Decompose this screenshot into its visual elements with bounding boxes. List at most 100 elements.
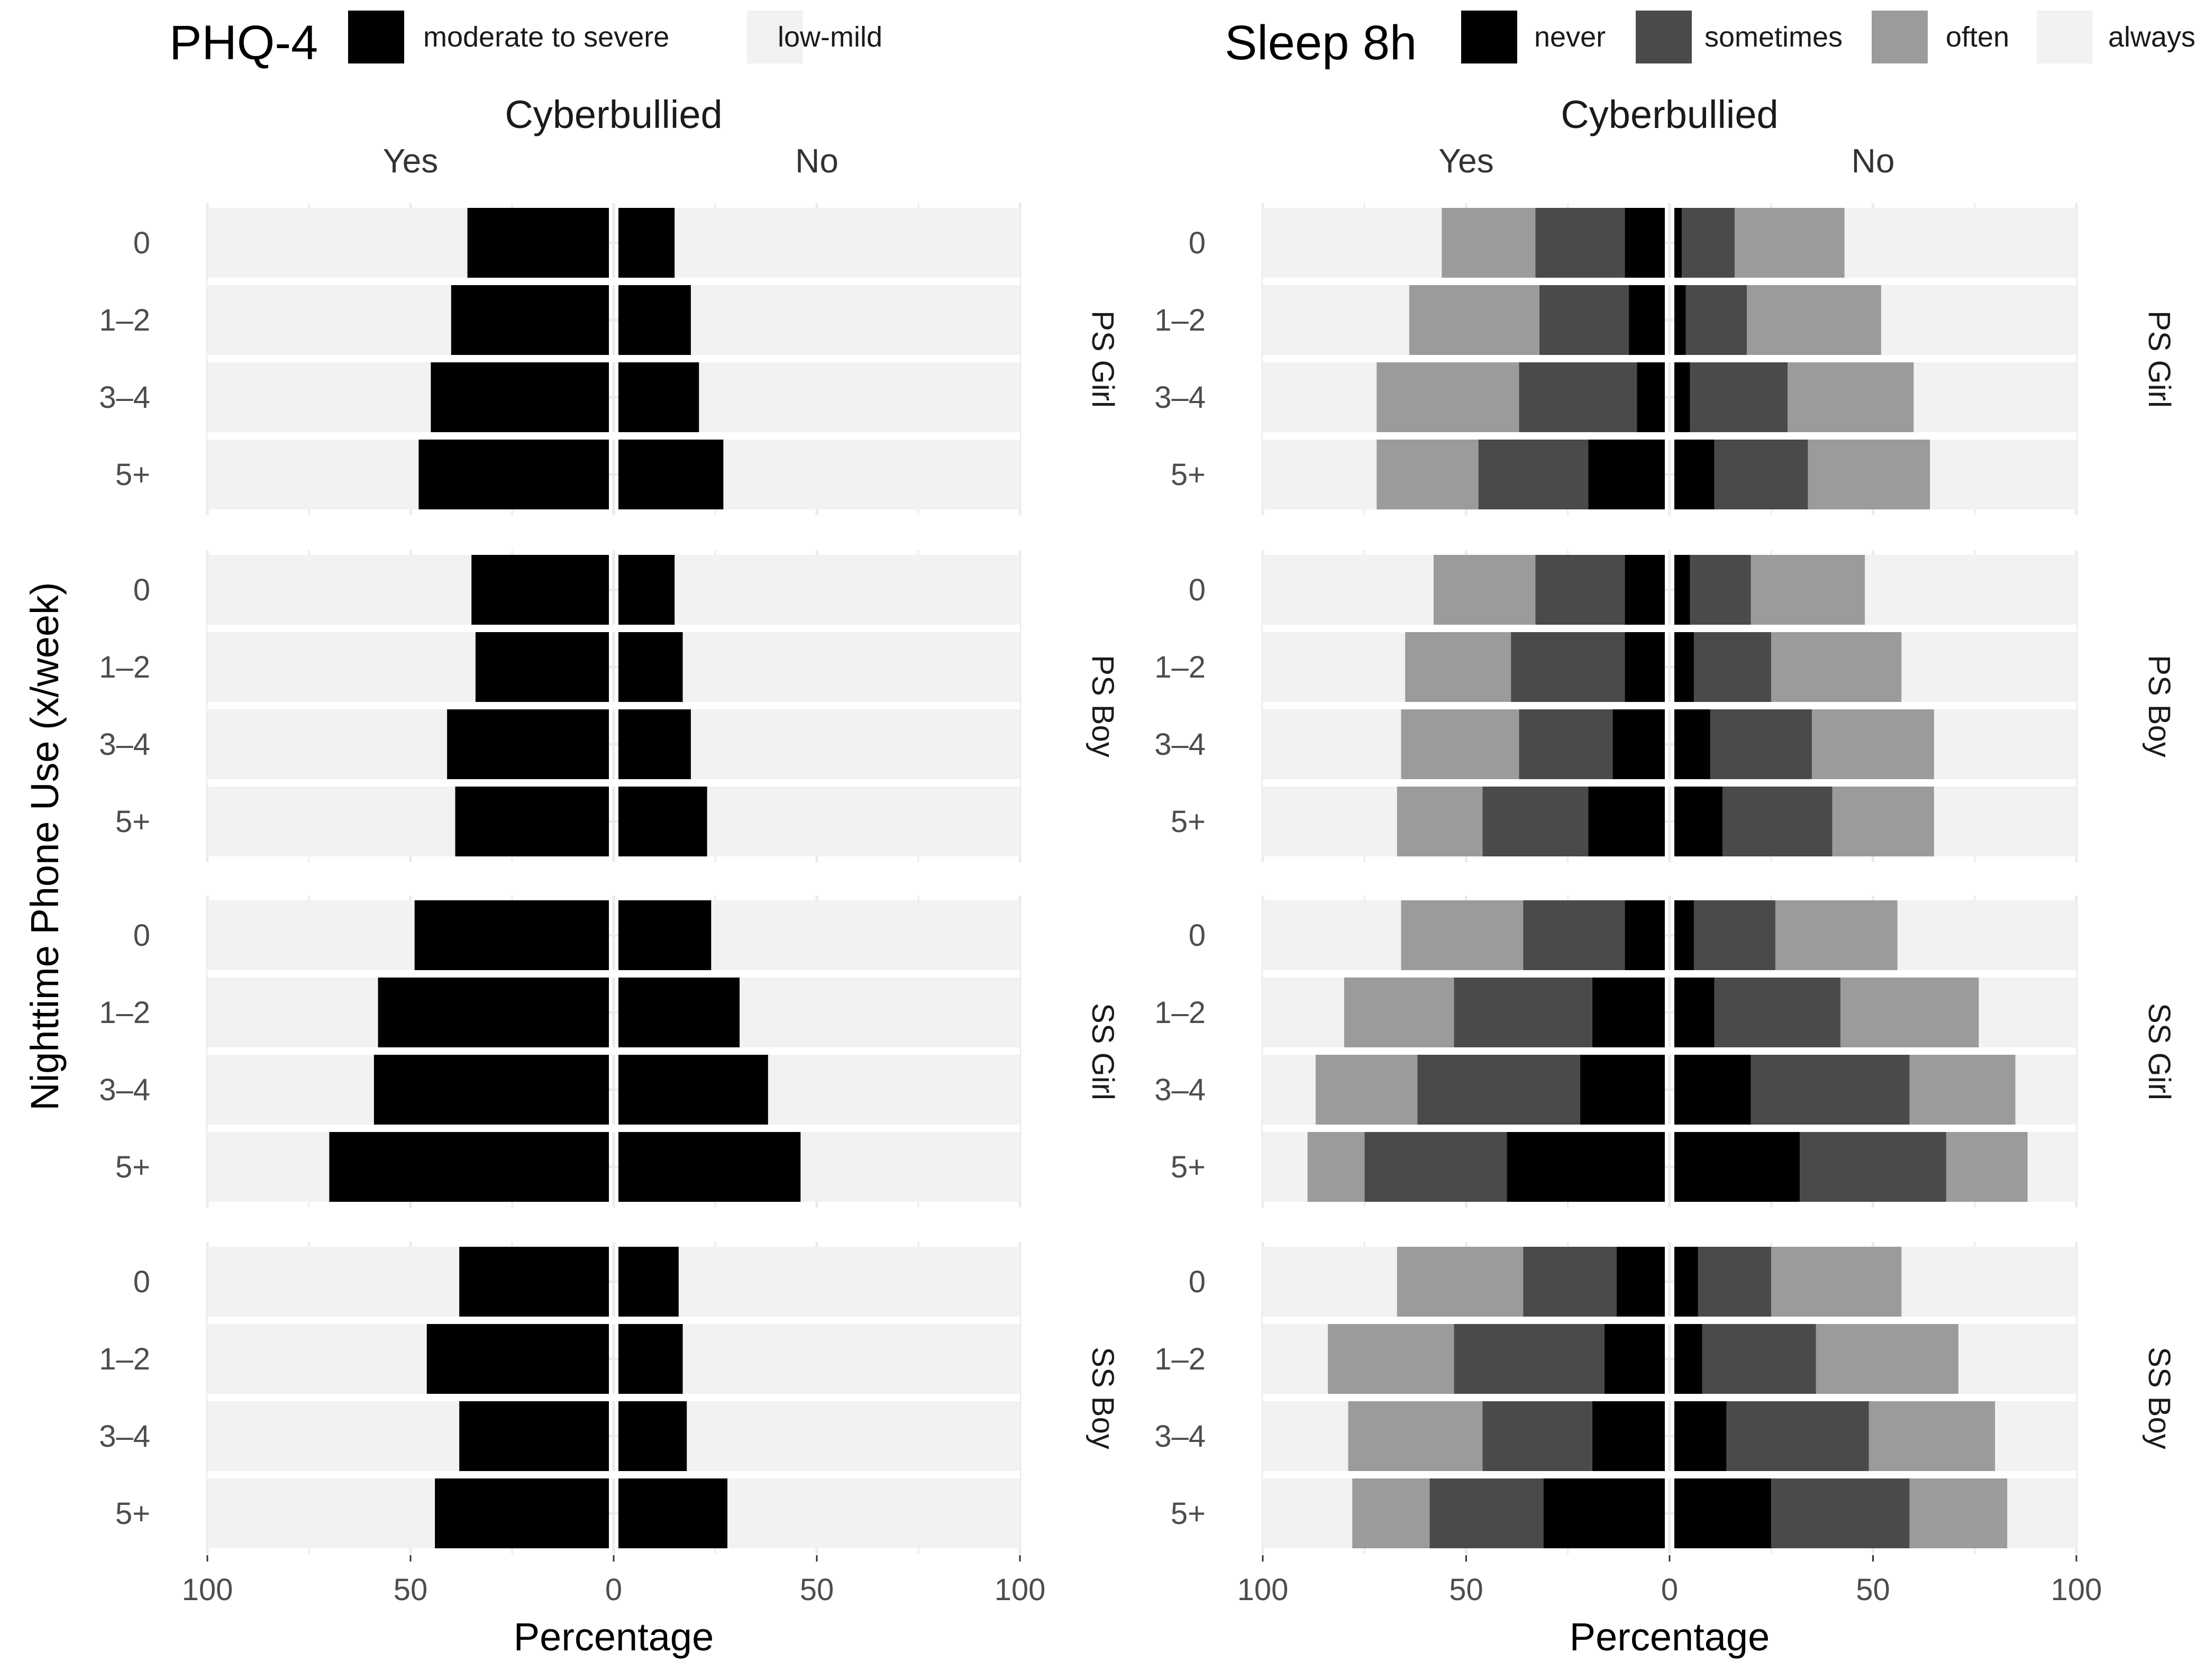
legend-swatch-moderate-to-severe xyxy=(348,11,404,63)
bar-no-moderate-to-severe xyxy=(618,555,675,625)
legend-swatch-always xyxy=(2037,11,2093,63)
bar-yes-often xyxy=(1315,1055,1418,1125)
bar-no-never xyxy=(1674,1478,1772,1548)
band-separator xyxy=(1263,1471,2076,1478)
band-separator xyxy=(1263,1317,2076,1324)
phq4-panel-ss-boy: 0 1–2 3–4 5+ SS Boy xyxy=(99,1242,1120,1554)
bar-yes-never xyxy=(1625,900,1665,970)
bar-no-sometimes xyxy=(1694,632,1772,702)
bar-no-often xyxy=(1946,1132,2028,1202)
bar-no-sometimes xyxy=(1710,709,1812,779)
x-tick-label: 100 xyxy=(1237,1573,1289,1607)
bar-yes-often xyxy=(1409,285,1539,355)
bar-yes-never xyxy=(1592,1401,1665,1471)
bar-no-never xyxy=(1674,1401,1727,1471)
bar-no-moderate-to-severe xyxy=(618,1247,679,1317)
bar-yes-sometimes xyxy=(1519,362,1637,432)
phq4-panel-ss-girl: 0 1–2 3–4 5+ SS Girl xyxy=(99,896,1120,1208)
y-tick-label: 3–4 xyxy=(99,1073,150,1107)
legend-swatch-often xyxy=(1872,11,1928,63)
bar-no-often xyxy=(1840,978,1979,1047)
bar-yes-never xyxy=(1617,1247,1665,1317)
bar-no-sometimes xyxy=(1690,555,1751,625)
y-tick-label: 0 xyxy=(1189,1265,1206,1299)
bar-no-moderate-to-severe xyxy=(618,709,691,779)
y-tick-label: 1–2 xyxy=(1154,303,1206,337)
bar-yes-never xyxy=(1629,285,1665,355)
band-separator xyxy=(207,355,1020,362)
bar-no-sometimes xyxy=(1800,1132,1946,1202)
sleep-strip-cyberbullied: Cyberbullied xyxy=(1561,93,1778,136)
legend-label-often: often xyxy=(1946,21,2009,53)
bar-yes-sometimes xyxy=(1535,208,1625,278)
band-separator xyxy=(1263,779,2076,787)
y-tick-label: 1–2 xyxy=(99,996,150,1030)
x-tick-label: 50 xyxy=(394,1573,428,1607)
bar-yes-moderate-to-severe xyxy=(455,787,609,856)
x-tick-label: 100 xyxy=(2051,1573,2102,1607)
phq4-side-label-yes: Yes xyxy=(383,142,438,180)
band-separator xyxy=(1263,278,2076,285)
legend-label-sometimes: sometimes xyxy=(1704,21,1843,53)
y-tick-label: 0 xyxy=(133,226,150,260)
bar-yes-often xyxy=(1433,555,1536,625)
band-separator xyxy=(207,1471,1020,1478)
y-tick-label: 1–2 xyxy=(99,650,150,684)
bar-no-never xyxy=(1674,440,1715,509)
bar-yes-moderate-to-severe xyxy=(435,1478,609,1548)
y-tick-label: 5+ xyxy=(1171,458,1206,492)
strip-label-ss-girl: SS Girl xyxy=(2142,1003,2176,1100)
y-tick-label: 1–2 xyxy=(99,303,150,337)
bar-yes-sometimes xyxy=(1478,440,1589,509)
band-separator xyxy=(1263,1047,2076,1055)
bar-yes-moderate-to-severe xyxy=(471,555,609,625)
y-tick-label: 0 xyxy=(1189,573,1206,607)
y-tick-label: 3–4 xyxy=(99,727,150,762)
bar-no-often xyxy=(1788,362,1914,432)
bar-no-moderate-to-severe xyxy=(618,1055,768,1125)
bar-no-often xyxy=(1735,208,1845,278)
y-tick-label: 1–2 xyxy=(1154,996,1206,1030)
bar-no-never xyxy=(1674,978,1715,1047)
phq4-legend-title: PHQ-4 xyxy=(169,16,318,70)
bar-yes-sometimes xyxy=(1429,1478,1544,1548)
bar-yes-moderate-to-severe xyxy=(467,208,609,278)
bar-yes-moderate-to-severe xyxy=(426,1324,609,1394)
bar-yes-often xyxy=(1377,440,1479,509)
x-tick-label: 50 xyxy=(1856,1573,1890,1607)
y-tick-label: 5+ xyxy=(1171,805,1206,839)
phq4-strip-cyberbullied: Cyberbullied xyxy=(505,93,722,136)
bar-yes-moderate-to-severe xyxy=(414,900,609,970)
bar-no-moderate-to-severe xyxy=(618,978,740,1047)
bar-yes-sometimes xyxy=(1511,632,1625,702)
y-tick-label: 0 xyxy=(133,1265,150,1299)
bar-yes-often xyxy=(1397,787,1483,856)
phq4-x-axis-label: Percentage xyxy=(514,1615,714,1659)
bar-no-often xyxy=(1812,709,1934,779)
bar-no-low-mild xyxy=(618,555,1020,625)
bar-yes-sometimes xyxy=(1539,285,1629,355)
bar-no-never xyxy=(1674,1247,1698,1317)
bar-no-often xyxy=(1808,440,1930,509)
strip-label-ps-boy: PS Boy xyxy=(1086,655,1120,757)
bar-no-often xyxy=(1775,900,1898,970)
x-tick-label: 50 xyxy=(1449,1573,1483,1607)
band-separator xyxy=(207,1047,1020,1055)
x-tick-label: 100 xyxy=(995,1573,1046,1607)
bar-yes-moderate-to-severe xyxy=(418,440,609,509)
bar-yes-moderate-to-severe xyxy=(378,978,609,1047)
bar-yes-often xyxy=(1307,1132,1365,1202)
bar-yes-moderate-to-severe xyxy=(459,1247,609,1317)
phq4-side-label-no: No xyxy=(795,142,838,180)
y-tick-label: 0 xyxy=(133,918,150,953)
bar-no-often xyxy=(1816,1324,1958,1394)
bar-yes-never xyxy=(1637,362,1665,432)
strip-label-ps-boy: PS Boy xyxy=(2142,655,2176,757)
strip-label-ss-girl: SS Girl xyxy=(1086,1003,1120,1100)
bar-no-sometimes xyxy=(1702,1324,1816,1394)
bar-no-never xyxy=(1674,632,1694,702)
sleep-legend-title: Sleep 8h xyxy=(1225,16,1417,70)
bar-no-never xyxy=(1674,709,1710,779)
bar-no-sometimes xyxy=(1726,1401,1869,1471)
